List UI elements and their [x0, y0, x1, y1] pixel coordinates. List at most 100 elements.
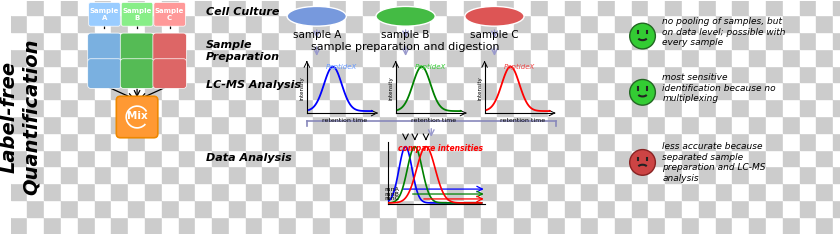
Bar: [598, 82, 615, 99]
Bar: [783, 183, 800, 200]
Bar: [514, 200, 531, 217]
Bar: [648, 32, 665, 49]
Bar: [296, 32, 312, 49]
Bar: [497, 49, 514, 66]
Bar: [78, 15, 95, 32]
Bar: [95, 116, 112, 133]
Bar: [346, 116, 363, 133]
Bar: [179, 66, 196, 82]
Bar: [800, 217, 816, 234]
Bar: [732, 32, 749, 49]
Bar: [464, 82, 480, 99]
Bar: [564, 166, 581, 183]
Bar: [514, 150, 531, 166]
Bar: [749, 0, 766, 15]
Bar: [816, 166, 833, 183]
Bar: [615, 66, 632, 82]
Bar: [749, 116, 766, 133]
Bar: [581, 183, 598, 200]
Bar: [800, 49, 816, 66]
Bar: [548, 66, 564, 82]
Bar: [346, 66, 363, 82]
Bar: [329, 0, 346, 15]
Bar: [464, 150, 480, 166]
Bar: [11, 116, 28, 133]
Bar: [800, 200, 816, 217]
Bar: [632, 116, 648, 133]
Bar: [699, 32, 716, 49]
Bar: [581, 217, 598, 234]
Bar: [279, 183, 296, 200]
Bar: [430, 0, 447, 15]
Bar: [833, 217, 840, 234]
Bar: [78, 99, 95, 116]
Text: Label-free
Quantification: Label-free Quantification: [0, 39, 41, 195]
Bar: [329, 49, 346, 66]
Bar: [716, 32, 732, 49]
Bar: [45, 0, 61, 15]
Bar: [228, 116, 245, 133]
Bar: [716, 15, 732, 32]
Bar: [648, 133, 665, 150]
Bar: [329, 15, 346, 32]
Bar: [833, 82, 840, 99]
Bar: [245, 99, 262, 116]
Bar: [413, 99, 430, 116]
Bar: [816, 150, 833, 166]
Bar: [430, 99, 447, 116]
Bar: [833, 15, 840, 32]
Bar: [296, 200, 312, 217]
Bar: [312, 15, 329, 32]
Bar: [196, 166, 213, 183]
Bar: [430, 166, 447, 183]
Bar: [129, 150, 145, 166]
Bar: [531, 0, 548, 15]
Bar: [816, 133, 833, 150]
Bar: [497, 133, 514, 150]
FancyBboxPatch shape: [87, 59, 121, 88]
Bar: [396, 15, 413, 32]
Bar: [262, 32, 279, 49]
Bar: [716, 166, 732, 183]
Bar: [615, 166, 632, 183]
Bar: [548, 217, 564, 234]
Bar: [699, 183, 716, 200]
Bar: [766, 99, 783, 116]
Bar: [581, 116, 598, 133]
Bar: [95, 82, 112, 99]
Bar: [179, 15, 196, 32]
Bar: [800, 116, 816, 133]
Bar: [228, 82, 245, 99]
Bar: [329, 166, 346, 183]
Text: less accurate because
separated sample
preparation and LC-MS
analysis: less accurate because separated sample p…: [662, 142, 766, 183]
Bar: [548, 99, 564, 116]
Bar: [363, 49, 380, 66]
Bar: [380, 15, 396, 32]
Bar: [11, 150, 28, 166]
Bar: [564, 82, 581, 99]
Bar: [716, 99, 732, 116]
Bar: [632, 133, 648, 150]
Bar: [363, 82, 380, 99]
Bar: [95, 166, 112, 183]
Bar: [447, 15, 464, 32]
Bar: [78, 32, 95, 49]
Bar: [95, 150, 112, 166]
Bar: [682, 32, 699, 49]
Bar: [480, 166, 497, 183]
Bar: [783, 116, 800, 133]
Bar: [699, 116, 716, 133]
Bar: [363, 133, 380, 150]
Bar: [380, 49, 396, 66]
FancyBboxPatch shape: [153, 59, 186, 88]
Bar: [699, 166, 716, 183]
Text: sample C: sample C: [470, 30, 519, 40]
Bar: [396, 183, 413, 200]
Bar: [665, 116, 682, 133]
Bar: [245, 133, 262, 150]
FancyBboxPatch shape: [153, 33, 186, 63]
Bar: [129, 133, 145, 150]
Bar: [61, 133, 78, 150]
Bar: [329, 150, 346, 166]
Bar: [78, 166, 95, 183]
